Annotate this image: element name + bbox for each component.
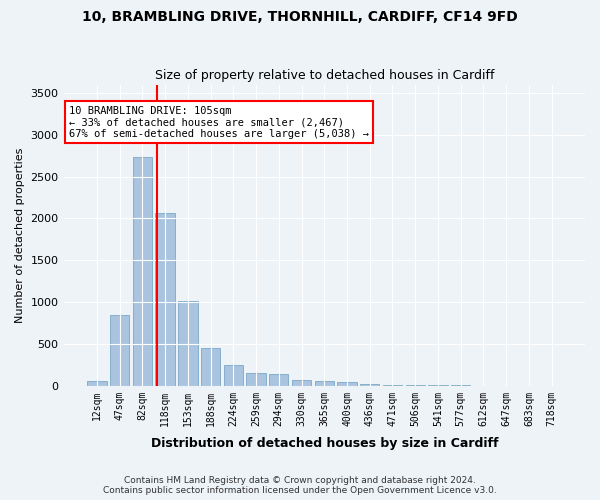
Y-axis label: Number of detached properties: Number of detached properties: [15, 148, 25, 323]
Bar: [87, 381, 107, 386]
Bar: [155, 212, 175, 386]
Bar: [247, 373, 266, 386]
Bar: [133, 158, 152, 386]
Bar: [314, 381, 334, 386]
Bar: [292, 380, 311, 386]
Text: 10 BRAMBLING DRIVE: 105sqm
← 33% of detached houses are smaller (2,467)
67% of s: 10 BRAMBLING DRIVE: 105sqm ← 33% of deta…: [69, 106, 369, 139]
Bar: [428, 385, 448, 386]
Text: 10, BRAMBLING DRIVE, THORNHILL, CARDIFF, CF14 9FD: 10, BRAMBLING DRIVE, THORNHILL, CARDIFF,…: [82, 10, 518, 24]
Bar: [269, 374, 289, 386]
Bar: [110, 314, 130, 386]
Bar: [360, 384, 379, 386]
Bar: [178, 302, 197, 386]
Bar: [224, 366, 243, 386]
Text: Contains HM Land Registry data © Crown copyright and database right 2024.
Contai: Contains HM Land Registry data © Crown c…: [103, 476, 497, 495]
Bar: [201, 348, 220, 386]
Bar: [383, 384, 402, 386]
X-axis label: Distribution of detached houses by size in Cardiff: Distribution of detached houses by size …: [151, 437, 498, 450]
Bar: [406, 385, 425, 386]
Title: Size of property relative to detached houses in Cardiff: Size of property relative to detached ho…: [155, 69, 494, 82]
Bar: [337, 382, 356, 386]
